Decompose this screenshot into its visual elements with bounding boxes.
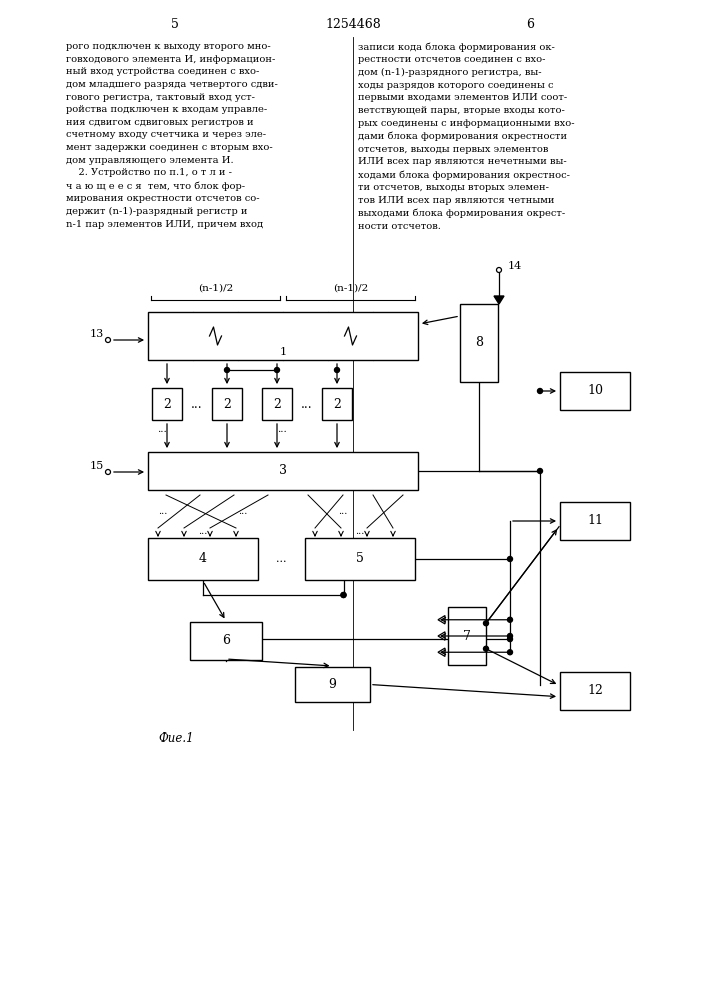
Text: ...: ...: [158, 507, 168, 516]
Circle shape: [537, 388, 542, 393]
Circle shape: [508, 637, 513, 642]
Circle shape: [225, 367, 230, 372]
Text: 11: 11: [587, 514, 603, 528]
Text: ...: ...: [191, 397, 203, 410]
Text: 3: 3: [279, 464, 287, 478]
Polygon shape: [438, 616, 445, 624]
Bar: [560, 372, 630, 410]
Text: 6: 6: [222, 635, 230, 648]
Text: 5: 5: [171, 18, 179, 31]
Polygon shape: [438, 648, 445, 656]
Circle shape: [508, 556, 513, 562]
Text: 12: 12: [587, 684, 603, 698]
Text: 14: 14: [508, 261, 522, 271]
Text: записи кода блока формирования ок-
рестности отсчетов соединен с вхо-
дом (n-1)-: записи кода блока формирования ок- рестн…: [358, 42, 575, 231]
Bar: [305, 538, 415, 580]
Bar: [448, 607, 486, 665]
Circle shape: [537, 468, 542, 474]
Bar: [148, 538, 258, 580]
Circle shape: [508, 617, 513, 622]
Bar: [322, 388, 352, 420]
Circle shape: [274, 367, 279, 372]
Circle shape: [334, 367, 339, 372]
Text: 15: 15: [90, 461, 104, 471]
Circle shape: [508, 634, 513, 639]
Text: (n-1)/2: (n-1)/2: [333, 284, 368, 292]
Text: 5: 5: [356, 552, 364, 566]
Text: ...: ...: [157, 426, 167, 434]
Text: 10: 10: [587, 384, 603, 397]
Circle shape: [484, 646, 489, 651]
Text: ...: ...: [238, 507, 247, 516]
Text: ...: ...: [339, 507, 348, 516]
Circle shape: [341, 592, 346, 597]
Text: (n-1)/2: (n-1)/2: [198, 284, 233, 292]
Text: 13: 13: [90, 329, 104, 339]
Circle shape: [508, 650, 513, 655]
Bar: [148, 452, 418, 490]
Text: 2: 2: [223, 397, 231, 410]
Bar: [190, 622, 262, 660]
Text: ...: ...: [356, 526, 365, 536]
Polygon shape: [438, 632, 445, 640]
Text: 6: 6: [526, 18, 534, 31]
Bar: [560, 672, 630, 710]
Text: ...: ...: [301, 397, 312, 410]
Text: ...: ...: [277, 426, 287, 434]
Text: 9: 9: [329, 678, 337, 691]
Bar: [148, 312, 418, 360]
Text: 2: 2: [273, 397, 281, 410]
Bar: [262, 388, 292, 420]
Text: 2: 2: [163, 397, 171, 410]
Text: 4: 4: [199, 552, 207, 566]
Bar: [152, 388, 182, 420]
Bar: [212, 388, 242, 420]
Text: 2: 2: [333, 397, 341, 410]
Bar: [460, 304, 498, 382]
Text: рого подключен к выходу второго мно-
говходового элемента И, информацион-
ный вх: рого подключен к выходу второго мно- гов…: [66, 42, 278, 229]
Text: ...: ...: [198, 526, 208, 536]
Circle shape: [484, 621, 489, 626]
Text: 7: 7: [463, 630, 471, 643]
Text: 8: 8: [475, 336, 483, 350]
Text: ...: ...: [276, 554, 287, 564]
Circle shape: [341, 592, 346, 597]
Text: Фие.1: Фие.1: [158, 732, 194, 744]
Text: 1254468: 1254468: [325, 18, 381, 31]
Text: 1: 1: [279, 347, 286, 357]
Polygon shape: [494, 296, 504, 304]
Bar: [295, 667, 370, 702]
Bar: [560, 502, 630, 540]
